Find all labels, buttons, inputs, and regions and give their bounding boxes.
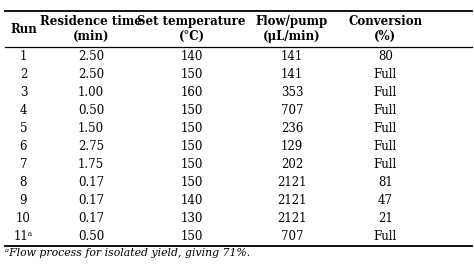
Text: 4: 4 [19,104,27,117]
Text: 353: 353 [281,86,303,99]
Text: 80: 80 [378,50,392,63]
Text: 150: 150 [180,122,203,135]
Text: 141: 141 [281,68,303,81]
Text: 1.75: 1.75 [78,158,104,171]
Text: Conversion
(%): Conversion (%) [348,15,422,43]
Text: 81: 81 [378,176,392,189]
Text: 150: 150 [180,68,203,81]
Text: 2.50: 2.50 [78,68,104,81]
Text: 236: 236 [281,122,303,135]
Text: 150: 150 [180,230,203,243]
Text: Full: Full [374,140,397,153]
Text: Full: Full [374,230,397,243]
Text: 10: 10 [16,212,31,225]
Text: Residence time
(min): Residence time (min) [40,15,142,43]
Text: Full: Full [374,104,397,117]
Text: 1: 1 [20,50,27,63]
Text: 21: 21 [378,212,392,225]
Text: 1.00: 1.00 [78,86,104,99]
Text: 1.50: 1.50 [78,122,104,135]
Text: 202: 202 [281,158,303,171]
Text: 8: 8 [20,176,27,189]
Text: ᵃFlow process for isolated yield, giving 71%.: ᵃFlow process for isolated yield, giving… [5,248,250,259]
Text: 150: 150 [180,158,203,171]
Text: 0.50: 0.50 [78,230,104,243]
Text: 140: 140 [180,50,203,63]
Text: 2.75: 2.75 [78,140,104,153]
Text: 2121: 2121 [277,212,307,225]
Text: 160: 160 [180,86,203,99]
Text: Full: Full [374,122,397,135]
Text: 707: 707 [281,230,303,243]
Text: 2121: 2121 [277,176,307,189]
Text: 11ᵃ: 11ᵃ [14,230,33,243]
Text: 9: 9 [19,194,27,207]
Text: 7: 7 [19,158,27,171]
Text: 707: 707 [281,104,303,117]
Text: Run: Run [10,23,37,35]
Text: 0.17: 0.17 [78,176,104,189]
Text: 3: 3 [19,86,27,99]
Text: 129: 129 [281,140,303,153]
Text: 150: 150 [180,104,203,117]
Text: 2: 2 [20,68,27,81]
Text: Full: Full [374,158,397,171]
Text: 2121: 2121 [277,194,307,207]
Text: 130: 130 [180,212,203,225]
Text: 0.17: 0.17 [78,212,104,225]
Text: 0.50: 0.50 [78,104,104,117]
Text: Full: Full [374,68,397,81]
Text: 6: 6 [19,140,27,153]
Text: 141: 141 [281,50,303,63]
Text: Set temperature
(°C): Set temperature (°C) [137,15,246,43]
Text: 0.17: 0.17 [78,194,104,207]
Text: 150: 150 [180,140,203,153]
Text: Full: Full [374,86,397,99]
Text: 5: 5 [19,122,27,135]
Text: Flow/pump
(μL/min): Flow/pump (μL/min) [256,15,328,43]
Text: 2.50: 2.50 [78,50,104,63]
Text: 150: 150 [180,176,203,189]
Text: 47: 47 [378,194,393,207]
Text: 140: 140 [180,194,203,207]
